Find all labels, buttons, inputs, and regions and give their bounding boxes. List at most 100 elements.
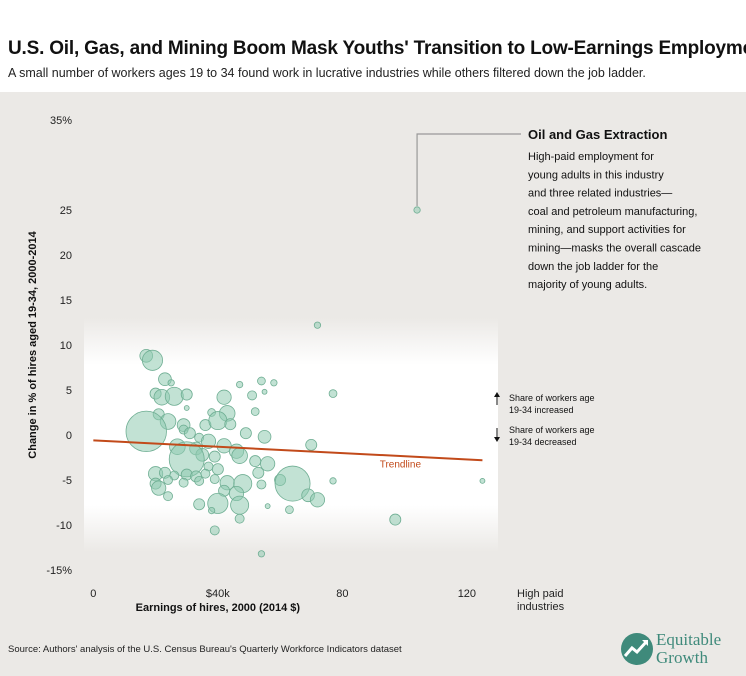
data-point [261,388,268,395]
y-tick-label: 25 [60,205,72,217]
annotation-title: Oil and Gas Extraction [528,127,667,142]
data-point [180,388,193,401]
data-point [164,386,184,406]
data-point [163,475,173,485]
data-point [313,321,322,329]
data-point [413,206,421,214]
data-point [274,465,311,502]
annotation-line: down the job ladder for the [528,261,658,273]
y-tick-label: 10 [60,340,72,352]
data-point [305,438,318,451]
annotation-line: mining—masks the overall cascade [528,243,701,255]
x-tick-label: 0 [90,588,96,600]
data-point [247,390,258,401]
data-point [200,468,211,479]
chart-subtitle: A small number of workers ages 19 to 34 … [8,66,646,80]
chart-title: U.S. Oil, Gas, and Mining Boom Mask Yout… [8,38,746,59]
y-axis-label: Change in % of hires aged 19-34, 2000-20… [27,230,39,458]
data-point [309,492,326,508]
data-point [208,450,221,463]
data-point [183,405,190,411]
data-point [178,477,189,488]
annotation-line: coal and petroleum manufacturing, [528,206,697,218]
data-point [194,475,205,486]
y-tick-label: -5 [62,475,72,487]
data-point [224,418,237,431]
up-arrowhead-icon [494,392,500,397]
x-tick-label: $40k [206,588,230,600]
data-point [209,474,220,485]
data-point [252,466,265,479]
x-axis-ticks: 0 $40k 80 120 [90,588,476,600]
annotation-line: and three related industries— [528,188,672,200]
annotation-leader-line [416,133,521,206]
data-point [236,380,244,389]
data-point [250,407,260,416]
data-point [230,495,250,515]
data-point [285,505,294,515]
x-axis-label: Earnings of hires, 2000 (2014 $) [136,602,301,614]
x-extra-label-line2: industries [517,601,565,613]
data-point [141,349,164,371]
data-point [249,455,262,468]
y-tick-label: -10 [56,520,72,532]
header: U.S. Oil, Gas, and Mining Boom Mask Yout… [0,0,746,92]
y-tick-label: -15% [46,565,72,577]
data-point [231,447,248,464]
bubble-series [125,206,486,558]
note-decreased-line1: Share of workers age [509,425,595,435]
data-point [208,411,228,431]
source-note: Source: Authors' analysis of the U.S. Ce… [8,644,402,655]
annotation-line: High-paid employment for [528,151,654,163]
data-point [216,389,232,405]
trendline [93,439,483,462]
y-axis-ticks: 35% 25 20 15 10 5 0 -5 -10 -15% [46,115,72,577]
note-decreased-line2: 19-34 decreased [509,437,577,447]
data-point [183,427,196,440]
data-point [211,463,224,476]
side-note-arrows [494,392,500,442]
y-tick-label: 0 [66,430,72,442]
data-point [193,498,206,511]
data-point [125,410,167,453]
annotation-line: mining, and support activities for [528,224,686,236]
data-point [270,379,278,387]
data-point [260,456,276,472]
down-arrowhead-icon [494,437,500,442]
y-tick-label: 5 [66,385,72,397]
data-point [328,389,338,398]
data-point [257,550,266,558]
x-tick-label: 120 [458,588,476,600]
note-increased-line1: Share of workers age [509,393,595,403]
x-extra-label-line1: High paid [517,588,563,600]
data-point [151,480,167,496]
equitable-growth-logo: Equitable Growth [620,630,740,670]
annotation-line: young adults in this industry [528,169,664,181]
data-point [479,478,486,484]
logo-text-line2: Growth [656,648,708,667]
note-increased-line2: 19-34 increased [509,405,574,415]
annotation-line: majority of young adults. [528,279,647,291]
data-point [257,376,266,386]
x-tick-label: 80 [336,588,348,600]
logo-icon [621,633,653,665]
logo-text-line1: Equitable [656,630,722,649]
annotation-body: High-paid employment for young adults in … [528,151,701,291]
data-point [239,427,252,440]
data-point [257,429,272,444]
data-point [329,477,337,485]
data-point [163,491,173,502]
data-point [256,479,267,490]
y-tick-label: 20 [60,250,72,262]
data-point [209,525,220,536]
data-point [389,513,402,526]
data-point [208,506,216,515]
trendline-label: Trendline [380,459,422,470]
logo-text: Equitable Growth [656,631,721,667]
data-point [200,433,217,449]
data-point [264,503,271,509]
y-tick-label: 15 [60,295,72,307]
y-tick-label: 35% [50,115,72,127]
data-point [167,379,175,387]
